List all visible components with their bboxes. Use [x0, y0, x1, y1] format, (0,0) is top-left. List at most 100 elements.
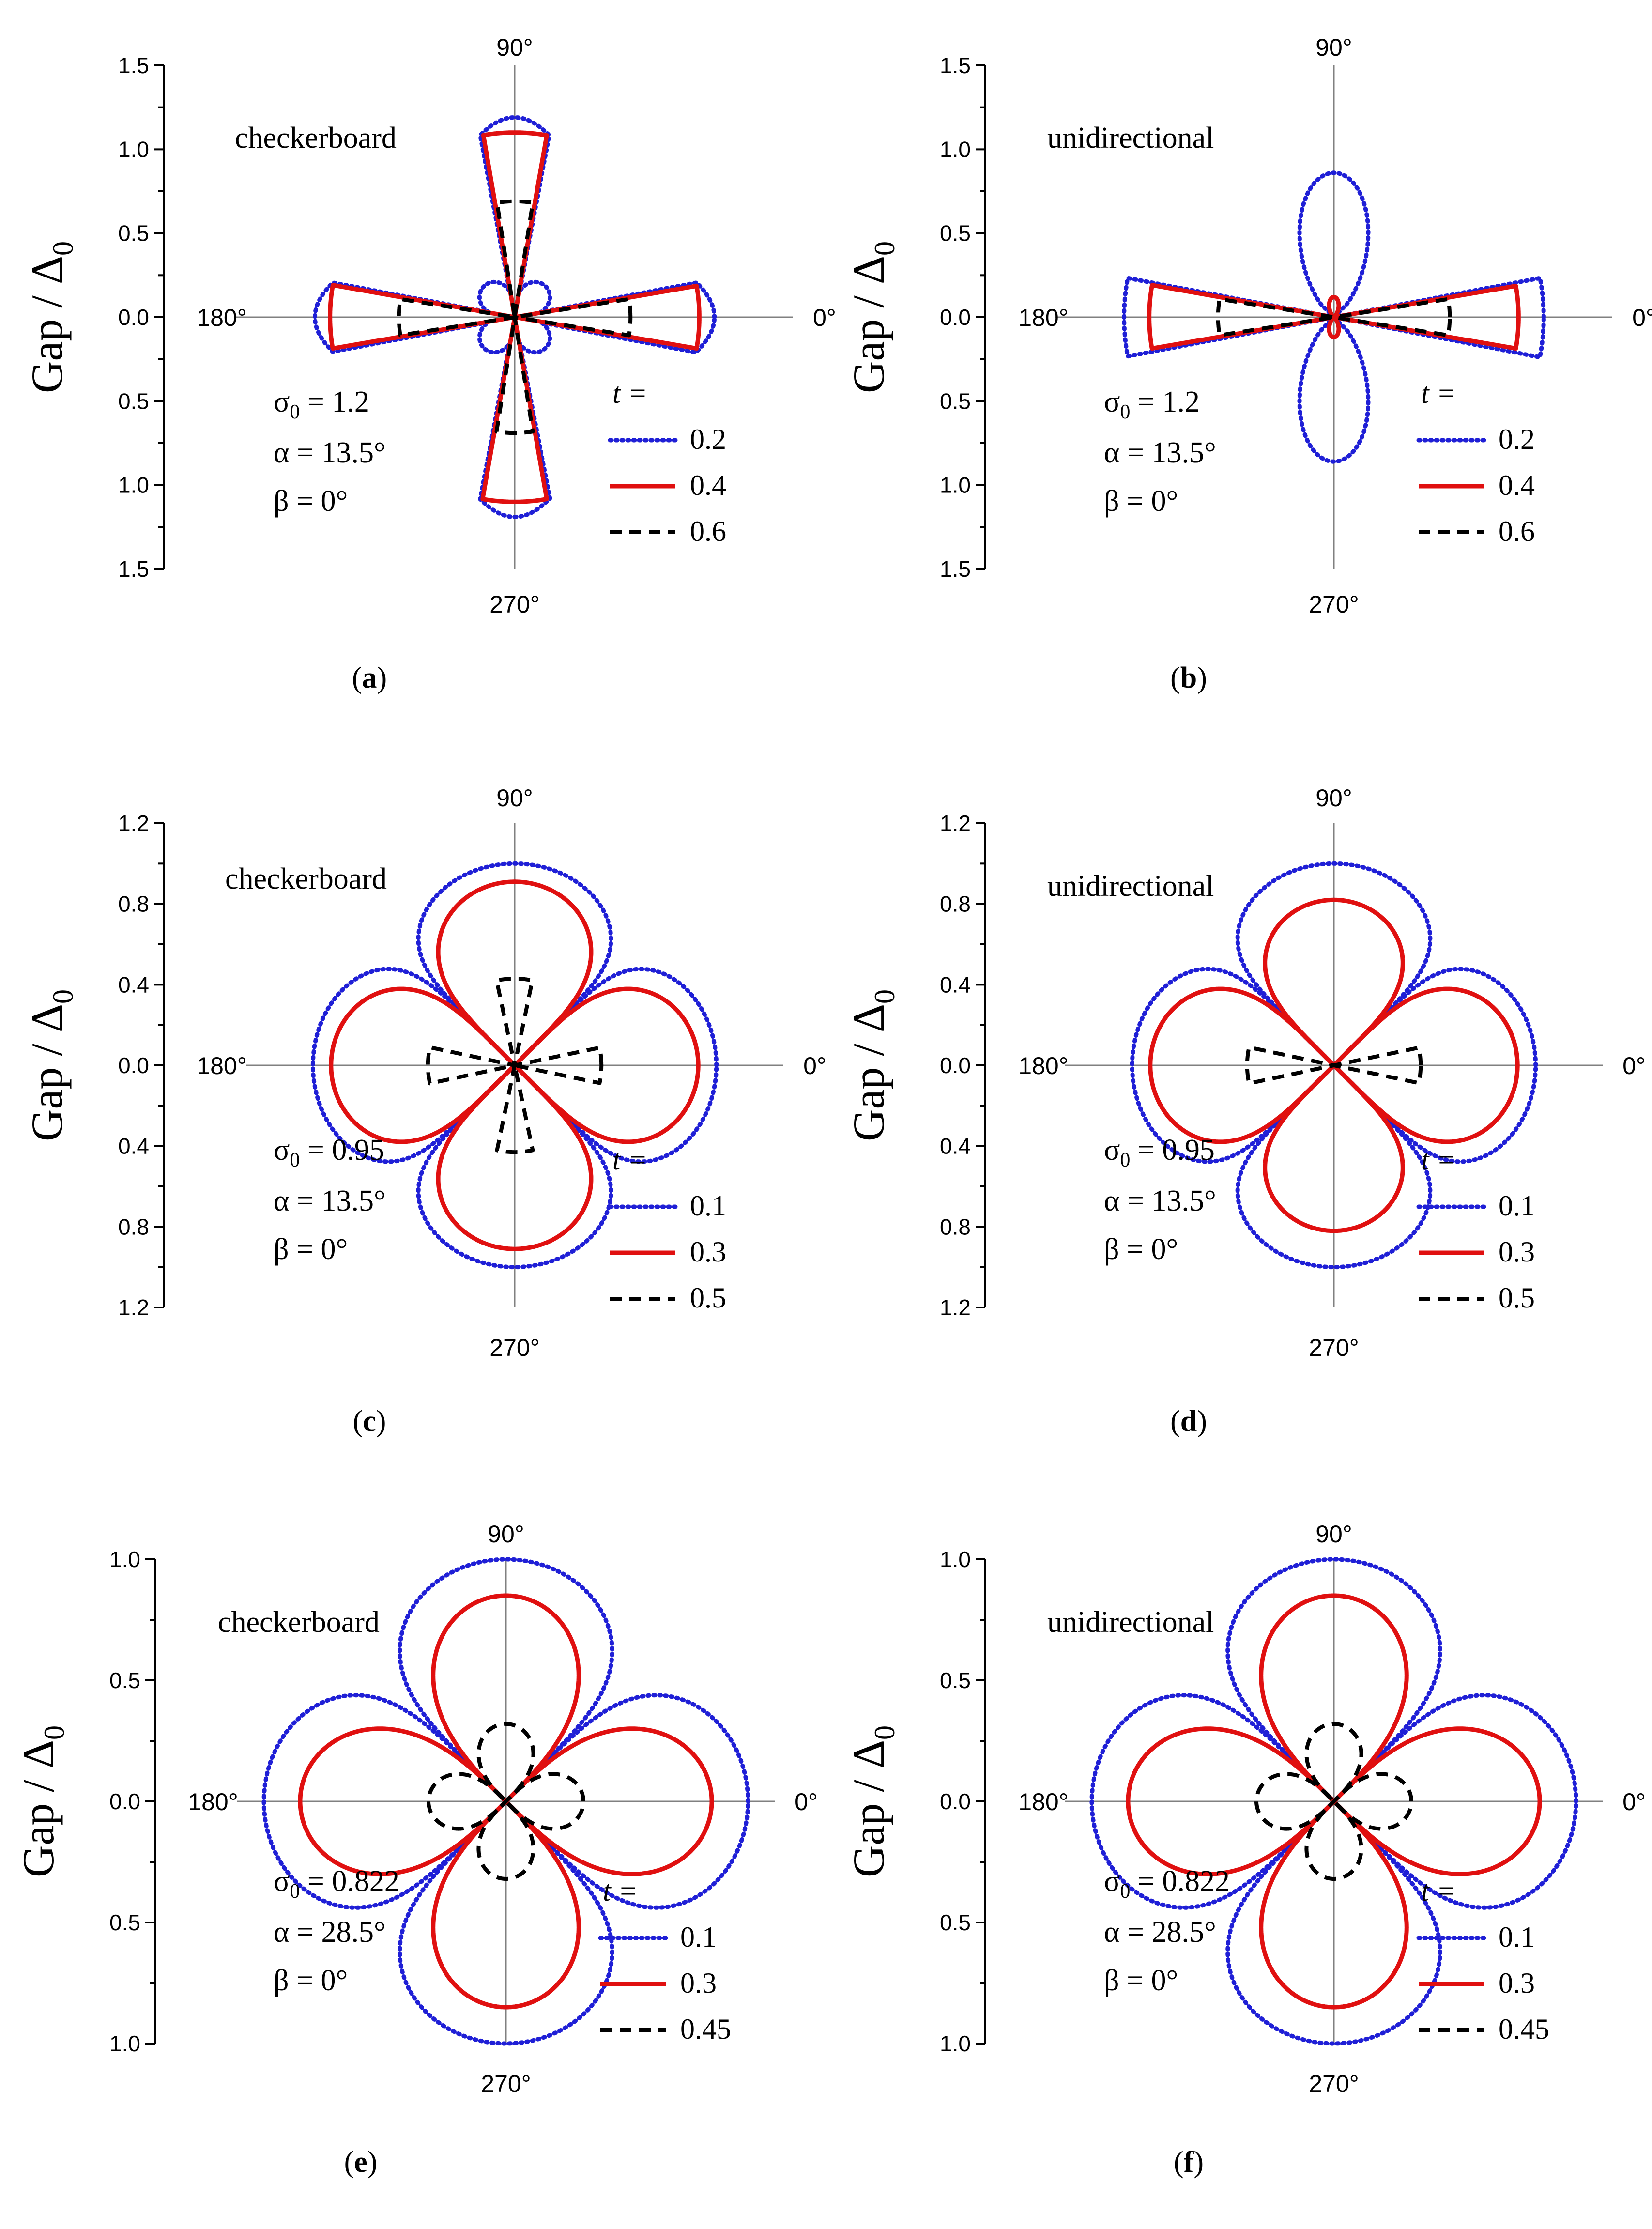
legend-label-0.4: 0.4 — [690, 469, 726, 501]
angle-label-180: 180° — [1018, 1052, 1068, 1079]
alpha-annotation: α = 28.5° — [274, 1916, 386, 1949]
angle-label-0: 0° — [803, 1052, 826, 1079]
sigma-annotation: σ0 = 1.2 — [1104, 385, 1200, 423]
y-tick-label: 0.5 — [940, 221, 971, 246]
series-0.3-curve — [1126, 1593, 1542, 2010]
y-tick-label: 0.5 — [940, 1910, 971, 1935]
panel-label-close: ) — [1197, 1405, 1207, 1438]
panel-title: unidirectional — [1047, 870, 1214, 903]
alpha-annotation: α = 13.5° — [1104, 1184, 1216, 1217]
sigma-subscript: 0 — [1120, 401, 1130, 423]
series-0.4-curve — [328, 130, 702, 504]
y-tick-label: 0.5 — [109, 1668, 140, 1693]
angle-label-180: 180° — [1018, 1788, 1068, 1815]
angle-label-0: 0° — [813, 304, 836, 331]
angle-label-90: 90° — [1315, 34, 1352, 61]
y-tick-label: 0.0 — [109, 1789, 140, 1814]
angle-label-270: 270° — [489, 1334, 539, 1361]
angle-label-90: 90° — [1315, 784, 1352, 812]
y-tick-label: 1.0 — [118, 473, 149, 498]
panel-label-close: ) — [367, 2146, 378, 2179]
beta-annotation: β = 0° — [274, 1964, 348, 1997]
y-tick-label: 1.2 — [118, 811, 149, 836]
series-0.3-curve — [329, 879, 701, 1251]
panel-label-open: ( — [344, 2146, 354, 2179]
beta-annotation: β = 0° — [1104, 1233, 1178, 1266]
y-tick-label: 1.2 — [940, 811, 971, 836]
angle-label-270: 270° — [1309, 591, 1359, 618]
legend-title: t = — [612, 1144, 647, 1176]
y-tick-label: 1.0 — [940, 137, 971, 162]
y-tick-label: 0.5 — [940, 388, 971, 414]
angle-label-0: 0° — [1622, 1052, 1646, 1079]
y-tick-label: 1.0 — [940, 473, 971, 498]
alpha-annotation: α = 13.5° — [274, 436, 386, 469]
y-tick-label: 1.5 — [118, 53, 149, 78]
y-tick-label: 1.0 — [940, 1547, 971, 1572]
panel-label-letter: b — [1180, 661, 1197, 694]
series-0.1-curve — [310, 861, 719, 1270]
y-axis-label-main: Gap / Δ — [844, 256, 893, 393]
panel-label-open: ( — [1170, 661, 1180, 694]
y-axis-label-main: Gap / Δ — [14, 1740, 63, 1877]
legend-label-0.45: 0.45 — [680, 2013, 731, 2045]
angle-label-0: 0° — [1632, 304, 1652, 331]
panel-label: (b) — [1170, 661, 1207, 694]
legend-label-0.4: 0.4 — [1499, 469, 1535, 501]
sigma-annotation: σ0 = 0.95 — [1104, 1134, 1215, 1171]
y-tick-label: 0.8 — [940, 1214, 971, 1239]
series-0.2-curve — [313, 115, 717, 519]
panel-label-open: ( — [1170, 1405, 1180, 1438]
beta-annotation: β = 0° — [1104, 1964, 1178, 1997]
angle-label-270: 270° — [1309, 2070, 1359, 2097]
legend-label-0.6: 0.6 — [690, 515, 726, 547]
beta-annotation: β = 0° — [1104, 485, 1178, 518]
sigma-subscript: 0 — [1120, 1149, 1130, 1171]
legend-label-0.1: 0.1 — [680, 1921, 717, 1953]
sigma-annotation: σ0 = 1.2 — [274, 385, 369, 423]
y-tick-label: 1.0 — [940, 2031, 971, 2056]
sigma-symbol: σ — [1104, 385, 1120, 418]
angle-label-90: 90° — [496, 784, 533, 812]
y-tick-label: 0.8 — [940, 892, 971, 917]
angle-label-180: 180° — [197, 1052, 246, 1079]
series-0.2-curve — [1122, 170, 1546, 464]
legend-label-0.5: 0.5 — [1499, 1282, 1535, 1314]
series-0.6-curve — [1216, 297, 1452, 338]
y-tick-label: 0.0 — [118, 305, 149, 330]
y-tick-label: 1.2 — [940, 1295, 971, 1320]
series-0.6-curve — [397, 199, 633, 435]
y-tick-label: 0.4 — [118, 1134, 149, 1159]
sigma-symbol: σ — [1104, 1134, 1120, 1167]
y-tick-label: 0.5 — [109, 1910, 140, 1935]
y-axis-label: Gap / Δ0 — [844, 241, 901, 393]
series-0.1-curve — [1130, 861, 1538, 1270]
y-tick-label: 0.5 — [940, 1668, 971, 1693]
series-0.1-curve — [261, 1557, 750, 2046]
sigma-value: = 0.95 — [300, 1134, 384, 1167]
sigma-annotation: σ0 = 0.822 — [1104, 1865, 1230, 1903]
y-tick-label: 0.4 — [940, 1134, 971, 1159]
angle-label-90: 90° — [1315, 1521, 1352, 1548]
y-axis-label-sub: 0 — [47, 989, 79, 1004]
panel-label-open: ( — [1174, 2146, 1184, 2179]
panel-title: checkerboard — [225, 862, 387, 895]
sigma-value: = 1.2 — [1130, 385, 1199, 418]
legend-label-0.1: 0.1 — [1499, 1921, 1535, 1953]
panel-label-open: ( — [353, 1405, 363, 1438]
sigma-subscript: 0 — [290, 1149, 300, 1171]
y-tick-label: 0.8 — [118, 1214, 149, 1239]
angle-label-0: 0° — [795, 1788, 818, 1815]
legend-title: t = — [603, 1875, 638, 1907]
sigma-value: = 1.2 — [300, 385, 369, 418]
panel-label-letter: c — [363, 1405, 376, 1438]
sigma-subscript: 0 — [290, 1880, 300, 1903]
legend-label-0.6: 0.6 — [1499, 515, 1535, 547]
legend-title: t = — [612, 377, 647, 409]
y-axis-label-sub: 0 — [38, 1725, 70, 1740]
y-tick-label: 1.0 — [109, 2031, 140, 2056]
